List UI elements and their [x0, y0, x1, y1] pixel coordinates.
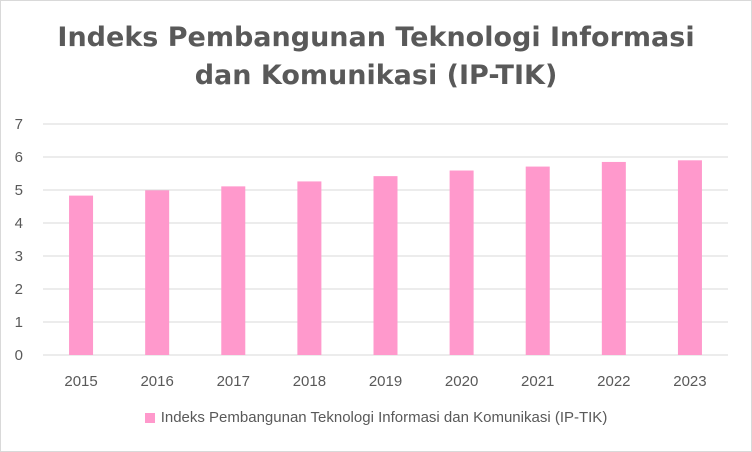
y-axis-ticks: 0 1 2 3 4 5 6 7	[15, 116, 23, 364]
x-tick-label: 2020	[445, 373, 478, 390]
legend: Indeks Pembangunan Teknologi Informasi d…	[1, 409, 751, 426]
x-tick-label: 2018	[293, 373, 326, 390]
bar-2020	[449, 170, 474, 355]
y-tick-label: 6	[15, 149, 23, 166]
bar-2015	[69, 195, 94, 355]
x-tick-label: 2021	[521, 373, 554, 390]
x-tick-label: 2023	[673, 373, 706, 390]
bar-2021	[525, 166, 550, 355]
legend-label: Indeks Pembangunan Teknologi Informasi d…	[160, 409, 608, 426]
x-tick-label: 2016	[140, 373, 173, 390]
bar-2019	[373, 176, 398, 355]
x-tick-label: 2015	[64, 373, 97, 390]
x-tick-label: 2019	[369, 373, 402, 390]
y-tick-label: 5	[15, 182, 23, 199]
y-tick-label: 1	[15, 314, 23, 331]
x-tick-label: 2022	[597, 373, 630, 390]
y-tick-label: 0	[15, 347, 23, 364]
bar-2017	[221, 186, 246, 355]
y-tick-label: 4	[15, 215, 23, 232]
bar-2016	[145, 190, 170, 355]
y-tick-label: 7	[15, 116, 23, 133]
chart-title-line-2: dan Komunikasi (IP-TIK)	[194, 60, 558, 91]
bars	[69, 160, 702, 355]
y-tick-label: 3	[15, 248, 23, 265]
legend-swatch	[144, 412, 155, 423]
bar-2023	[677, 160, 702, 355]
chart-title-line-1: Indeks Pembangunan Teknologi Informasi	[57, 22, 695, 53]
bar-2022	[601, 161, 626, 355]
x-tick-label: 2017	[217, 373, 250, 390]
chart-title: Indeks Pembangunan Teknologi Informasi d…	[1, 19, 751, 95]
bar-2018	[297, 181, 322, 355]
x-axis-ticks: 2015 2016 2017 2018 2019 2020 2021 2022 2023	[64, 373, 706, 390]
y-tick-label: 2	[15, 281, 23, 298]
